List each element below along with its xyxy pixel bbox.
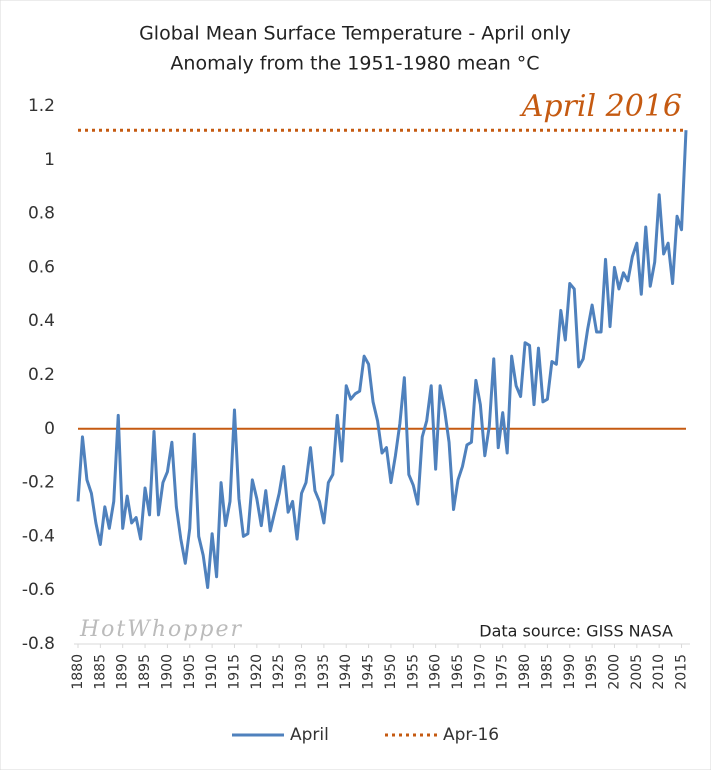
- x-tick-label: 2010: [651, 654, 667, 690]
- y-tick-label: 0.8: [28, 204, 55, 224]
- x-tick-label: 1905: [182, 654, 198, 690]
- x-tick-label: 1965: [450, 654, 466, 690]
- x-tick-label: 1935: [316, 654, 332, 690]
- x-tick-label: 1900: [159, 654, 175, 690]
- x-tick-label: 2005: [629, 654, 645, 690]
- x-tick-label: 1940: [338, 654, 354, 690]
- y-tick-label: 0.4: [28, 311, 55, 331]
- y-tick-label: 1: [44, 150, 55, 170]
- x-tick-label: 1945: [361, 654, 377, 690]
- chart-title: Global Mean Surface Temperature - April …: [139, 23, 571, 45]
- y-tick-label: -0.8: [22, 634, 55, 654]
- y-tick-label: -0.2: [22, 473, 55, 493]
- x-tick-label: 1910: [204, 654, 220, 690]
- x-tick-label: 1895: [137, 654, 153, 690]
- chart-subtitle: Anomaly from the 1951-1980 mean °C: [170, 53, 539, 75]
- x-tick-label: 1885: [92, 654, 108, 690]
- y-tick-label: 0.6: [28, 257, 55, 277]
- data-line: [76, 130, 688, 590]
- watermark: HotWhopper: [79, 617, 243, 642]
- y-tick-label: -0.6: [22, 580, 55, 600]
- x-tick-label: 1955: [405, 654, 421, 690]
- x-tick-label: 1995: [584, 654, 600, 690]
- x-tick-label: 2015: [674, 654, 690, 690]
- legend-label: Apr-16: [443, 725, 499, 745]
- x-tick-label: 1985: [539, 654, 555, 690]
- y-tick-label: 1.2: [28, 96, 55, 116]
- x-tick-label: 1880: [70, 654, 86, 690]
- x-tick-label: 1920: [249, 654, 265, 690]
- x-tick-label: 1970: [472, 654, 488, 690]
- annotation: April 2016: [519, 89, 682, 124]
- source-note: Data source: GISS NASA: [479, 622, 673, 641]
- x-tick-label: 1975: [495, 654, 511, 690]
- x-tick-label: 1990: [562, 654, 578, 690]
- x-tick-label: 1925: [271, 654, 287, 690]
- legend-label: April: [290, 725, 329, 745]
- y-tick-label: -0.4: [22, 526, 55, 546]
- x-tick-label: 2000: [606, 654, 622, 690]
- x-tick-label: 1930: [294, 654, 310, 690]
- x-tick-label: 1950: [383, 654, 399, 690]
- y-tick-label: 0.2: [28, 365, 55, 385]
- x-tick-label: 1980: [517, 654, 533, 690]
- y-tick-label: 0: [44, 419, 55, 439]
- x-tick-label: 1915: [226, 654, 242, 690]
- x-tick-label: 1960: [428, 654, 444, 690]
- x-tick-label: 1890: [115, 654, 131, 690]
